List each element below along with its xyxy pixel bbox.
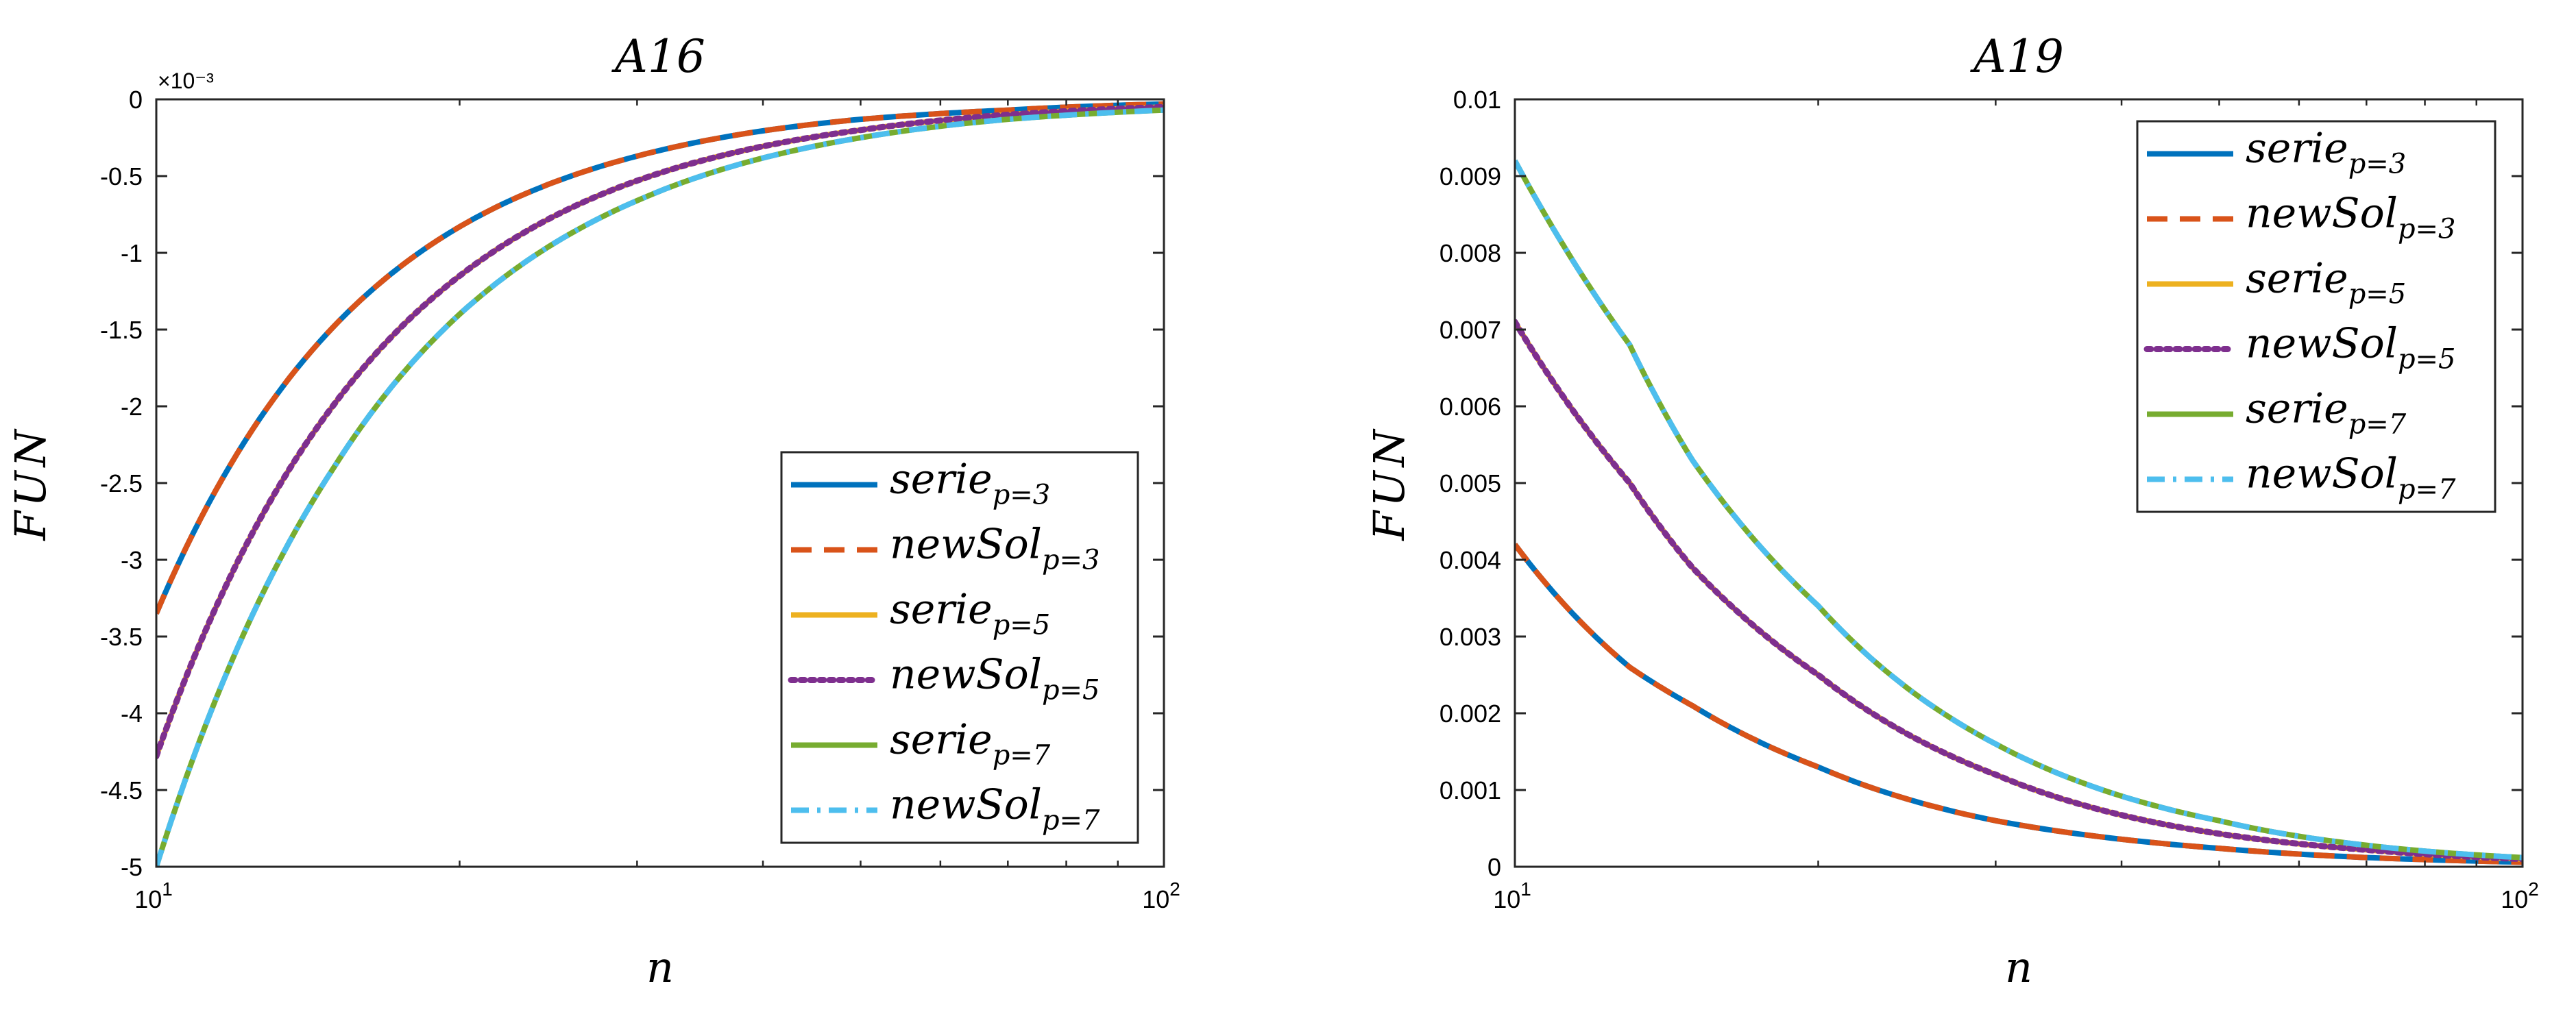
legend-entry: newSolp=7	[2246, 450, 2456, 506]
legend: seriep=3 newSolp=3 seriep=5 newSolp=5 seriep…	[780, 451, 1139, 844]
y-tick-label: 0	[129, 86, 143, 114]
y-axis-label: FUN	[5, 425, 56, 541]
y-axis-label: FUN	[1364, 425, 1414, 541]
legend-entry: newSolp=5	[2246, 320, 2456, 375]
series-line-newSol-p=7	[1515, 159, 2523, 861]
legend-entry: newSolp=3	[890, 521, 1100, 576]
series-group	[1515, 159, 2523, 865]
legend-box	[780, 451, 1139, 844]
y-tick-label: 0.003	[1439, 623, 1501, 651]
legend-entry: seriep=3	[890, 456, 1050, 511]
y-tick-label: 0.001	[1439, 776, 1501, 804]
x-tick-label: 101	[1493, 878, 1531, 913]
y-tick-label: -3	[121, 546, 143, 574]
y-tick-label: 0.002	[1439, 700, 1501, 728]
x-axis-label: n	[2005, 942, 2032, 992]
x-tick-label: 102	[1142, 878, 1180, 913]
x-tick-label: 102	[2501, 878, 2539, 913]
chart-title: A16	[611, 30, 705, 83]
series-line-newSol-p=3	[1515, 543, 2523, 865]
legend-entry: seriep=7	[890, 716, 1051, 772]
series-line-newSol-p=5	[156, 103, 1164, 760]
y-exponent-label: ×10⁻³	[158, 69, 214, 93]
y-tick-label: -2	[121, 393, 143, 421]
legend-entry: newSolp=3	[2246, 190, 2456, 245]
y-tick-label: -3.5	[100, 623, 143, 651]
y-tick-label: 0.01	[1453, 86, 1501, 114]
y-tick-label: 0	[1487, 853, 1501, 881]
y-tick-label: 0.009	[1439, 162, 1501, 190]
series-line-serie-p=7	[156, 107, 1164, 867]
y-tick-label: 0.007	[1439, 316, 1501, 344]
x-axis-label: n	[646, 942, 674, 992]
y-tick-label: 0.005	[1439, 469, 1501, 497]
y-tick-label: 0.004	[1439, 546, 1501, 574]
x-tick-label: 101	[134, 878, 173, 913]
chart-1: 0 0.001 0.002 0.003 0.004 0.005 0.006 0.007 0.00…	[1364, 30, 2539, 992]
legend-entry: seriep=5	[2246, 255, 2406, 310]
y-tick-label: -0.5	[100, 162, 143, 190]
y-tick-label: -4	[121, 700, 143, 728]
legend: seriep=3 newSolp=3 seriep=5 newSolp=5 seriep…	[2136, 120, 2496, 513]
y-tick-label: -4.5	[100, 776, 143, 804]
y-tick-label: -1.5	[100, 316, 143, 344]
series-line-newSol-p=5	[1515, 319, 2523, 863]
legend-entry: newSolp=5	[890, 651, 1100, 706]
legend-entry: seriep=5	[890, 586, 1050, 641]
y-tick-label: 0.008	[1439, 239, 1501, 267]
legend-box	[2136, 120, 2496, 513]
legend-entry: newSolp=7	[890, 781, 1100, 837]
series-group	[156, 101, 1164, 867]
y-tick-label: -2.5	[100, 469, 143, 497]
series-line-newSol-p=3	[156, 101, 1164, 615]
y-tick-label: -1	[121, 239, 143, 267]
y-tick-label: -5	[121, 853, 143, 881]
legend-entry: seriep=3	[2246, 125, 2406, 180]
y-tick-label: 0.006	[1439, 393, 1501, 421]
legend-entry: seriep=7	[2246, 385, 2407, 441]
chart-title: A19	[1969, 30, 2064, 83]
